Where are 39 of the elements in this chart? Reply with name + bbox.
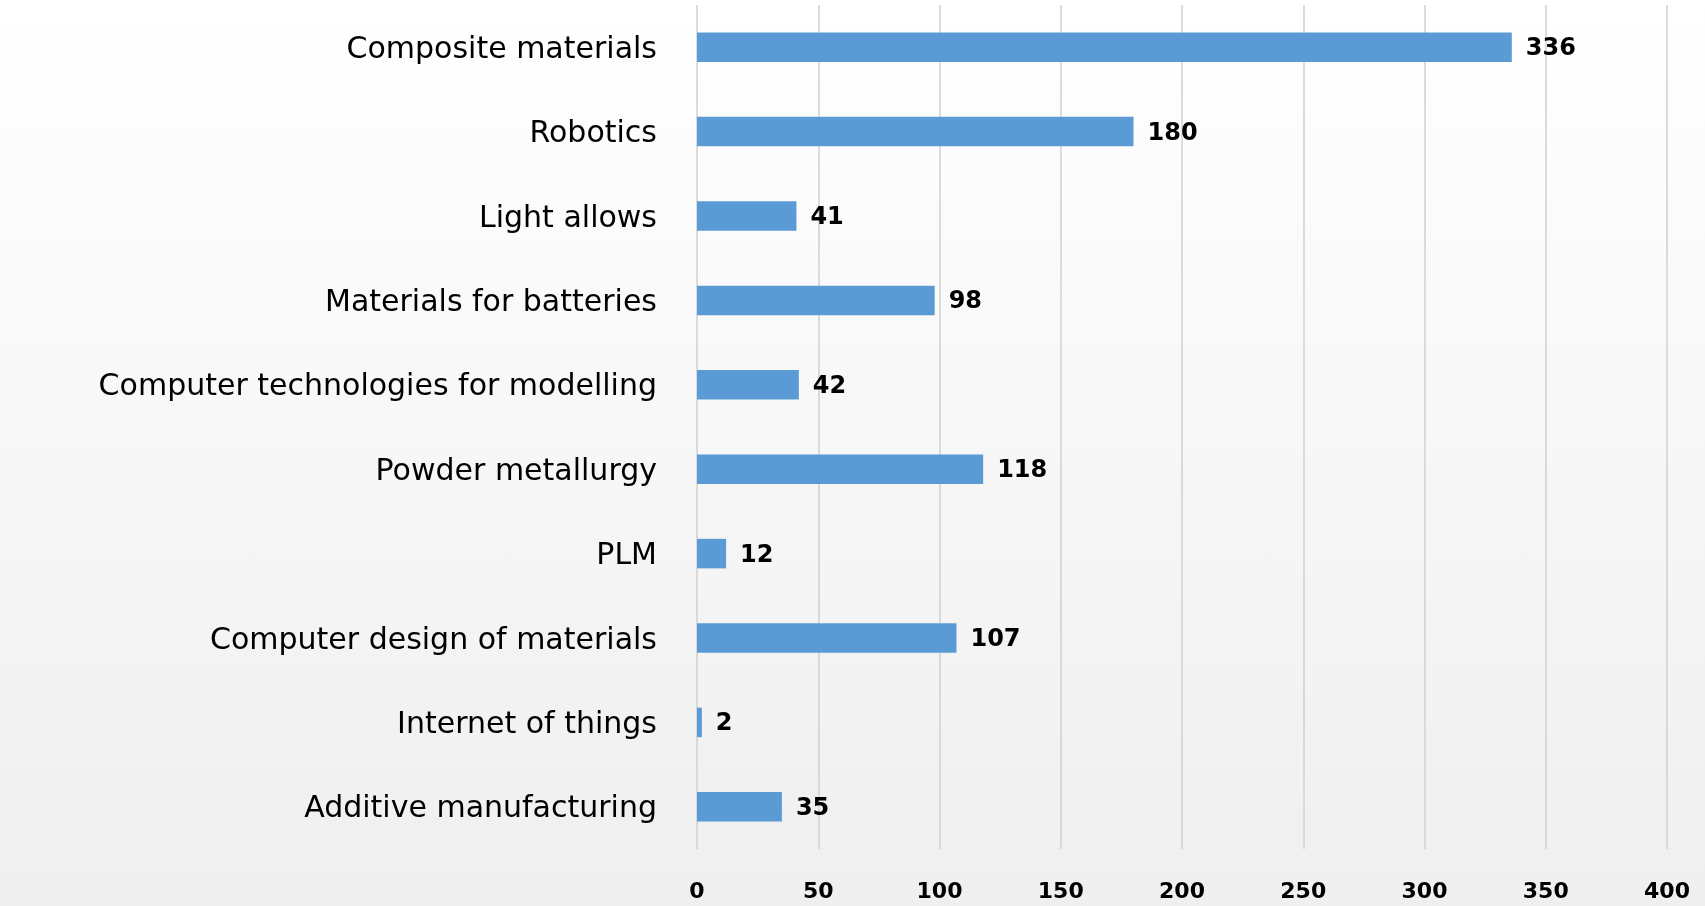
data-label: 98 (948, 286, 983, 315)
bar (697, 792, 782, 822)
data-label: 2 (715, 708, 733, 737)
y-tick-label: Materials for batteries (325, 282, 657, 318)
y-tick-label: Computer design of materials (209, 620, 657, 656)
bar (697, 623, 957, 653)
y-tick-label: Robotics (529, 114, 657, 150)
y-tick-label: Internet of things (397, 704, 657, 740)
data-label: 41 (810, 202, 844, 230)
y-tick-label: Additive manufacturing (304, 789, 657, 825)
bar (697, 454, 984, 484)
bar (697, 538, 727, 569)
x-tick-label: 300 (1401, 877, 1448, 903)
bar (697, 285, 935, 316)
x-tick-label: 250 (1280, 877, 1327, 903)
y-tick-label: Composite materials (346, 29, 657, 65)
data-label: 118 (997, 455, 1048, 484)
data-label: 12 (740, 539, 774, 568)
bar (697, 370, 799, 400)
x-tick-label: 350 (1522, 877, 1569, 903)
data-label: 107 (970, 624, 1021, 652)
x-tick-label: 200 (1159, 877, 1205, 903)
bar (697, 32, 1512, 62)
data-label: 180 (1147, 117, 1198, 146)
data-label: 42 (812, 370, 847, 399)
bar (697, 707, 702, 738)
y-tick-label: Computer technologies for modelling (98, 367, 657, 403)
x-tick-label: 0 (689, 877, 705, 903)
bar (697, 201, 797, 231)
x-tick-label: 100 (916, 877, 963, 903)
y-tick-label: Powder metallurgy (375, 451, 657, 487)
x-tick-label: 150 (1037, 877, 1084, 903)
data-label: 336 (1525, 33, 1576, 62)
bar (697, 116, 1134, 147)
x-tick-label: 50 (802, 877, 834, 903)
x-tick-label: 400 (1644, 877, 1690, 903)
y-tick-label: PLM (596, 536, 657, 572)
data-label: 35 (795, 792, 830, 821)
y-tick-label: Light allows (479, 198, 657, 234)
